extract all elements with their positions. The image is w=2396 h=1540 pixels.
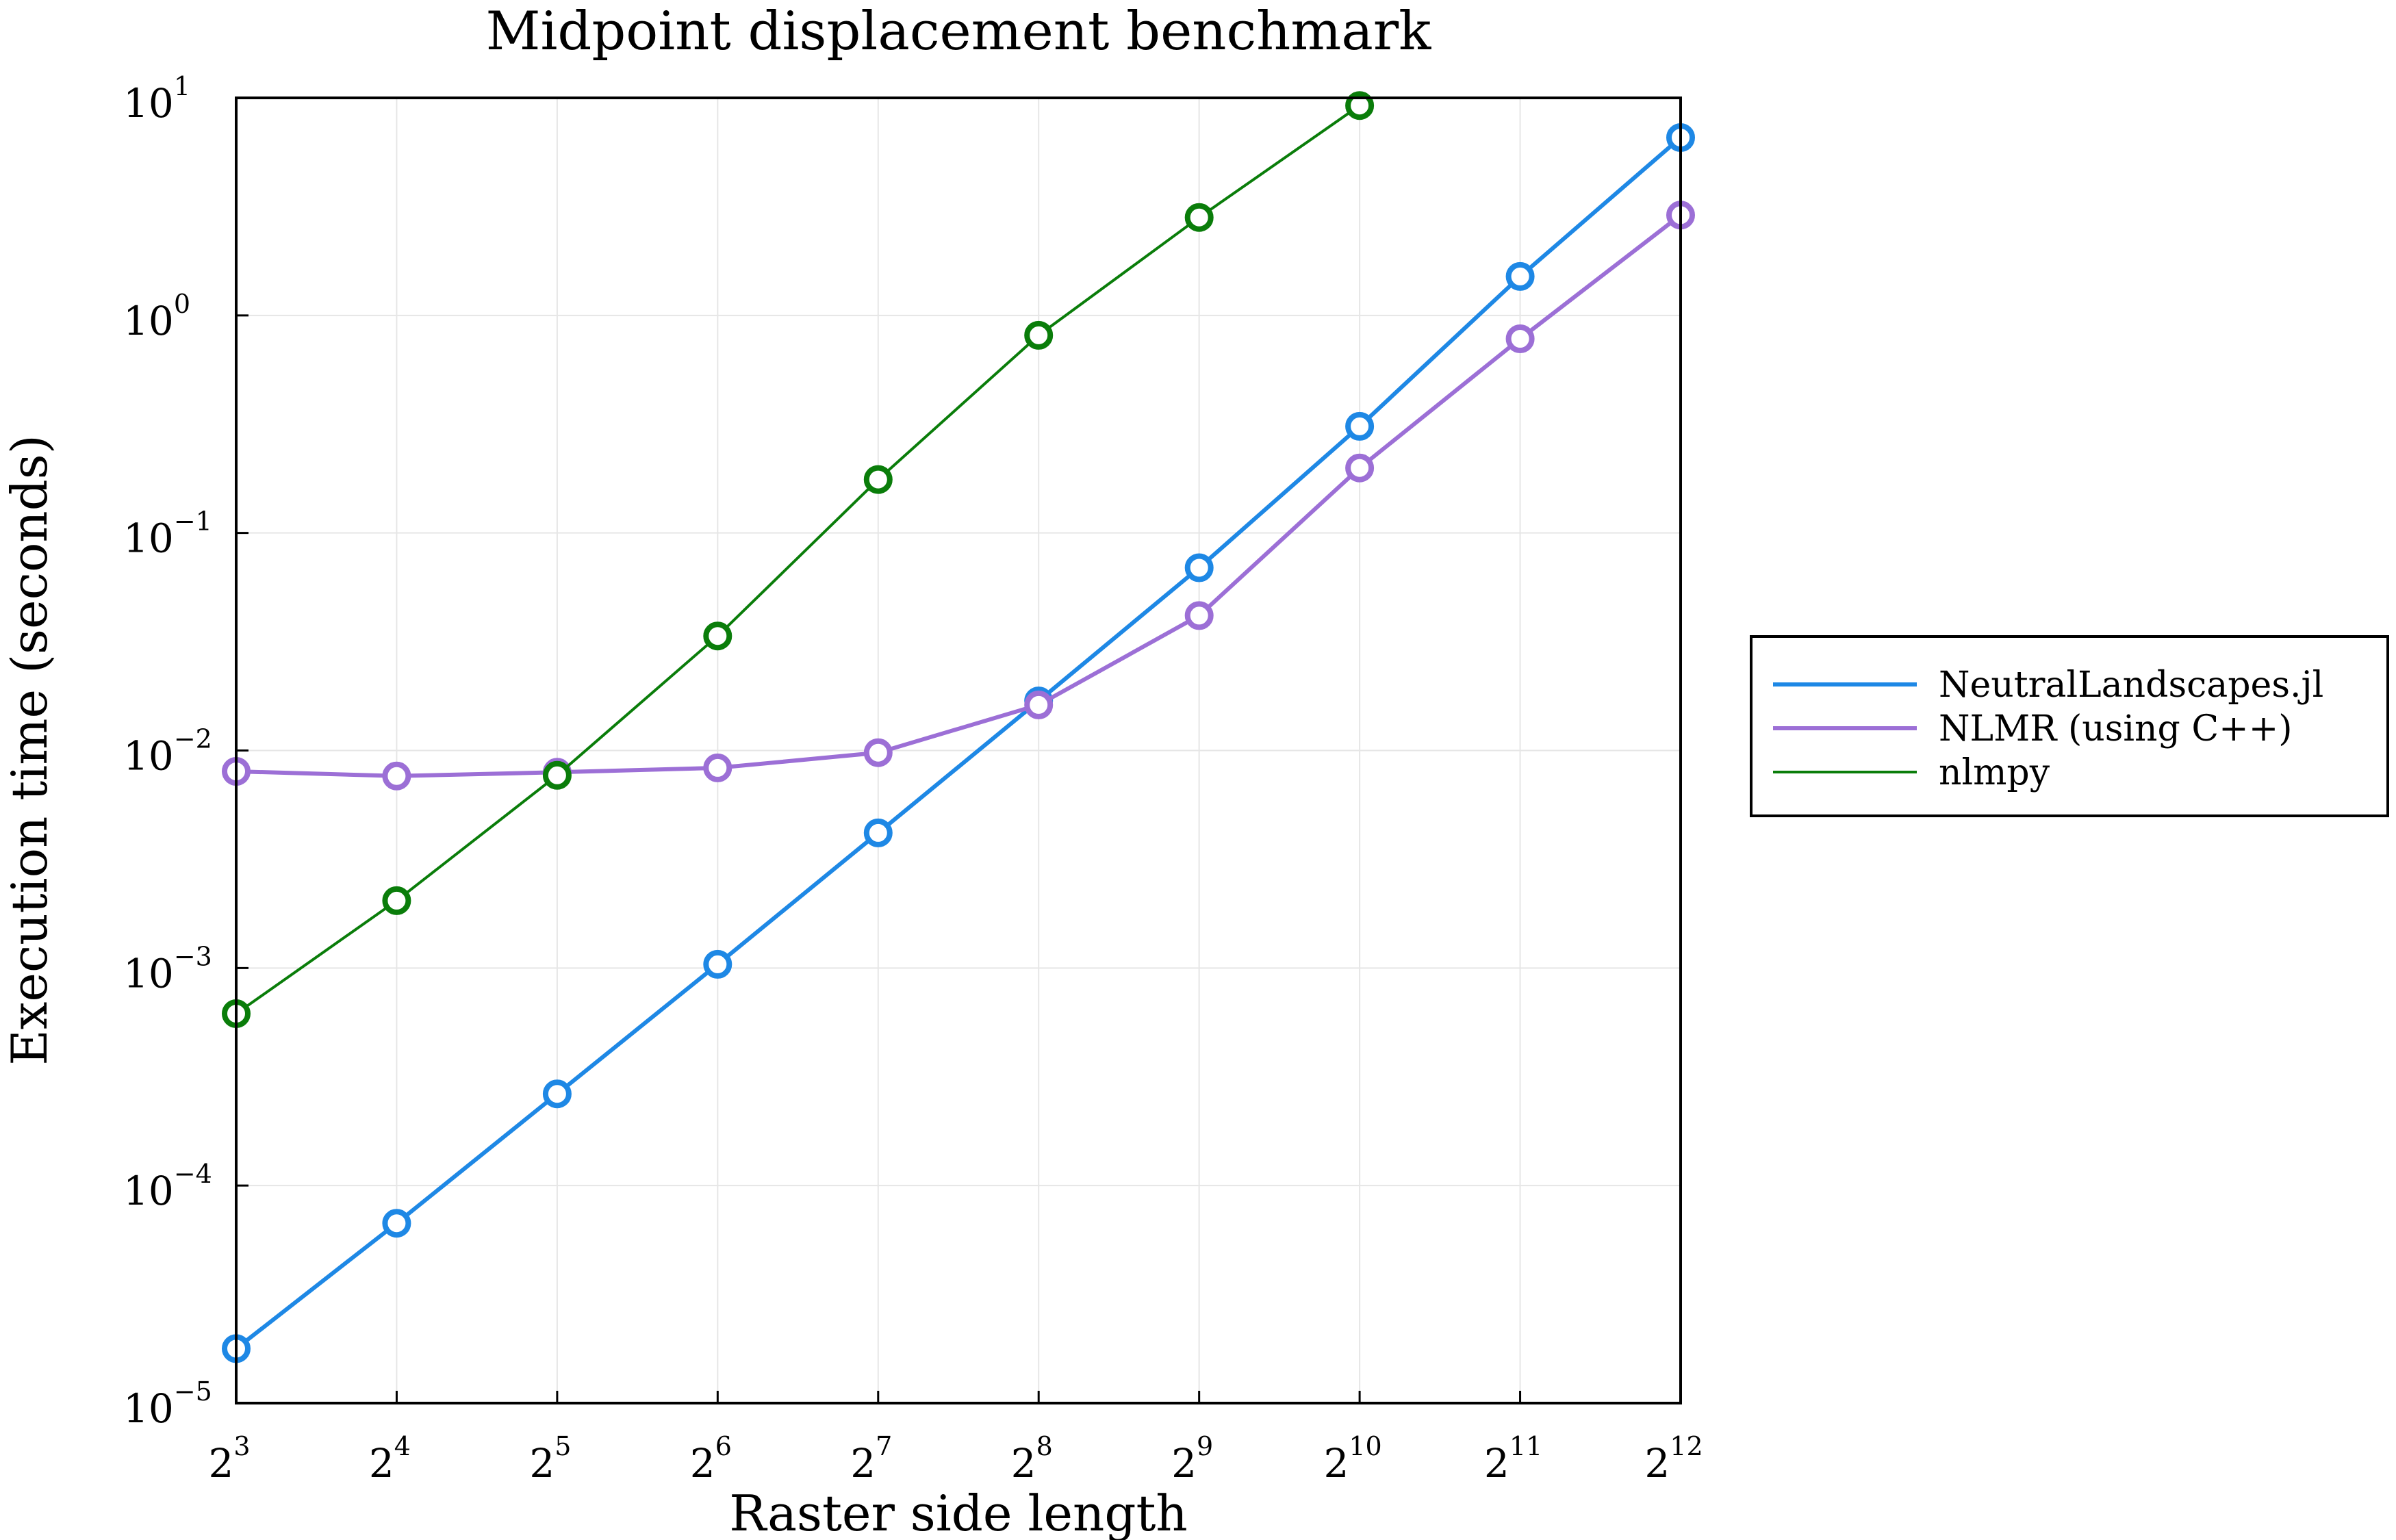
- x-axis-ticks: 23 24 25 26 27 28 29 210 211 212: [208, 1391, 1703, 1487]
- x-tick-label: 24: [369, 1431, 411, 1487]
- legend-label: NeutralLandscapes.jl: [1939, 665, 2323, 706]
- data-point: [703, 949, 732, 979]
- data-point: [1184, 203, 1214, 232]
- y-tick-label: 10−3: [123, 941, 212, 997]
- data-point: [1505, 324, 1535, 353]
- x-tick-label: 26: [690, 1431, 732, 1487]
- data-point: [1184, 553, 1214, 582]
- data-point: [1345, 453, 1375, 483]
- x-tick-label: 25: [529, 1431, 571, 1487]
- data-point: [1184, 601, 1214, 630]
- y-axis-label: Execution time (seconds): [1, 435, 58, 1066]
- legend-label: NLMR (using C++): [1939, 708, 2293, 749]
- y-tick-label: 100: [123, 289, 190, 344]
- x-tick-label: 23: [208, 1431, 250, 1487]
- data-point: [863, 738, 893, 767]
- data-point: [382, 1209, 411, 1238]
- series-line: [235, 136, 1682, 1350]
- legend-label: nlmpy: [1939, 752, 2050, 793]
- y-tick-label: 10−1: [123, 506, 212, 562]
- chart-title: Midpoint displacement benchmark: [486, 1, 1432, 62]
- data-point: [1345, 411, 1375, 441]
- y-tick-label: 101: [123, 71, 190, 127]
- x-tick-label: 27: [850, 1431, 892, 1487]
- data-point: [863, 818, 893, 847]
- data-point: [863, 465, 893, 494]
- series-group: [222, 91, 1695, 1363]
- data-point: [703, 753, 732, 782]
- data-point: [1024, 690, 1054, 719]
- x-tick-label: 212: [1644, 1431, 1703, 1487]
- x-tick-label: 210: [1323, 1431, 1381, 1487]
- y-axis-ticks: 101 100 10−1 10−2 10−3 10−4 10−5: [123, 71, 248, 1432]
- x-axis-label: Raster side length: [729, 1485, 1188, 1540]
- series-line: [235, 213, 1682, 778]
- series-1: [222, 123, 1695, 1363]
- y-tick-label: 10−4: [123, 1159, 212, 1214]
- y-tick-label: 10−5: [123, 1376, 212, 1432]
- data-point: [1345, 91, 1375, 120]
- data-point: [542, 760, 572, 790]
- x-tick-label: 29: [1171, 1431, 1213, 1487]
- data-point: [1505, 261, 1535, 291]
- y-tick-label: 10−2: [123, 724, 212, 780]
- x-tick-label: 28: [1011, 1431, 1053, 1487]
- series-2: [222, 201, 1695, 791]
- data-point: [382, 761, 411, 791]
- x-tick-label: 211: [1484, 1431, 1542, 1487]
- data-point: [542, 1079, 572, 1109]
- data-point: [703, 621, 732, 651]
- data-point: [1024, 320, 1054, 350]
- series-line: [235, 104, 1361, 1015]
- data-point: [382, 886, 411, 915]
- grid: [235, 97, 1681, 1404]
